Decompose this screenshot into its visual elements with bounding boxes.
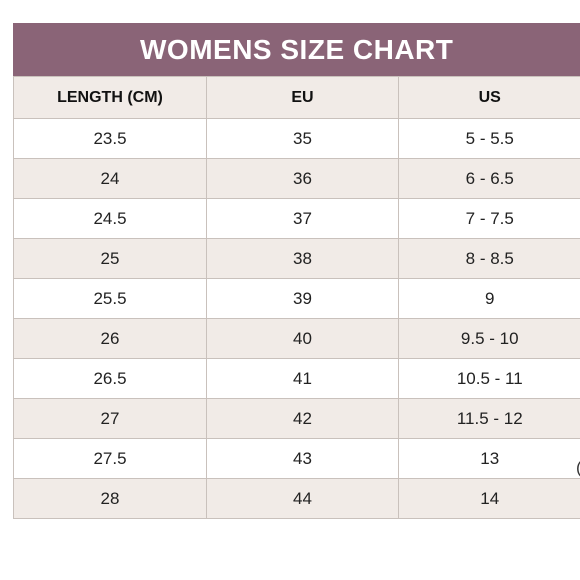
us-cell: 5 - 5.5 bbox=[398, 118, 580, 159]
us-cell: 11.5 - 12 bbox=[398, 398, 580, 439]
table-row: 28 44 14 bbox=[13, 478, 580, 519]
table-row: 23.5 35 5 - 5.5 bbox=[13, 118, 580, 159]
eu-cell: 38 bbox=[206, 238, 399, 279]
size-chart: WOMENS SIZE CHART LENGTH (CM) EU US 23.5… bbox=[13, 23, 580, 519]
eu-cell: 36 bbox=[206, 158, 399, 199]
length-cell: 27.5 bbox=[13, 438, 207, 479]
us-cell: 6 - 6.5 bbox=[398, 158, 580, 199]
table-row: 27 42 11.5 - 12 bbox=[13, 398, 580, 439]
header-length: LENGTH (CM) bbox=[13, 76, 207, 119]
eu-cell: 42 bbox=[206, 398, 399, 439]
us-cell: 8 - 8.5 bbox=[398, 238, 580, 279]
length-cell: 25 bbox=[13, 238, 207, 279]
length-cell: 26 bbox=[13, 318, 207, 359]
us-cell: 13 bbox=[398, 438, 580, 479]
length-cell: 28 bbox=[13, 478, 207, 519]
table-row: 25.5 39 9 bbox=[13, 278, 580, 319]
header-us: US bbox=[398, 76, 580, 119]
table-row: 26.5 41 10.5 - 11 bbox=[13, 358, 580, 399]
length-cell: 24.5 bbox=[13, 198, 207, 239]
header-eu: EU bbox=[206, 76, 399, 119]
length-cell: 24 bbox=[13, 158, 207, 199]
table-row: 24.5 37 7 - 7.5 bbox=[13, 198, 580, 239]
eu-cell: 44 bbox=[206, 478, 399, 519]
size-table: LENGTH (CM) EU US 23.5 35 5 - 5.5 24 36 6 - 6… bbox=[13, 76, 580, 519]
table-row: 24 36 6 - 6.5 bbox=[13, 158, 580, 199]
table-row: 26 40 9.5 - 10 bbox=[13, 318, 580, 359]
table-row: 25 38 8 - 8.5 bbox=[13, 238, 580, 279]
eu-cell: 43 bbox=[206, 438, 399, 479]
us-cell: 9.5 - 10 bbox=[398, 318, 580, 359]
us-cell: 7 - 7.5 bbox=[398, 198, 580, 239]
us-cell: 10.5 - 11 bbox=[398, 358, 580, 399]
eu-cell: 35 bbox=[206, 118, 399, 159]
cropped-edge-mark: ( bbox=[576, 458, 580, 478]
us-cell: 14 bbox=[398, 478, 580, 519]
eu-cell: 41 bbox=[206, 358, 399, 399]
length-cell: 26.5 bbox=[13, 358, 207, 399]
chart-title: WOMENS SIZE CHART bbox=[13, 23, 580, 76]
us-cell: 9 bbox=[398, 278, 580, 319]
eu-cell: 39 bbox=[206, 278, 399, 319]
eu-cell: 37 bbox=[206, 198, 399, 239]
length-cell: 23.5 bbox=[13, 118, 207, 159]
table-row: 27.5 43 13 bbox=[13, 438, 580, 479]
length-cell: 27 bbox=[13, 398, 207, 439]
length-cell: 25.5 bbox=[13, 278, 207, 319]
eu-cell: 40 bbox=[206, 318, 399, 359]
header-row: LENGTH (CM) EU US bbox=[13, 76, 580, 119]
